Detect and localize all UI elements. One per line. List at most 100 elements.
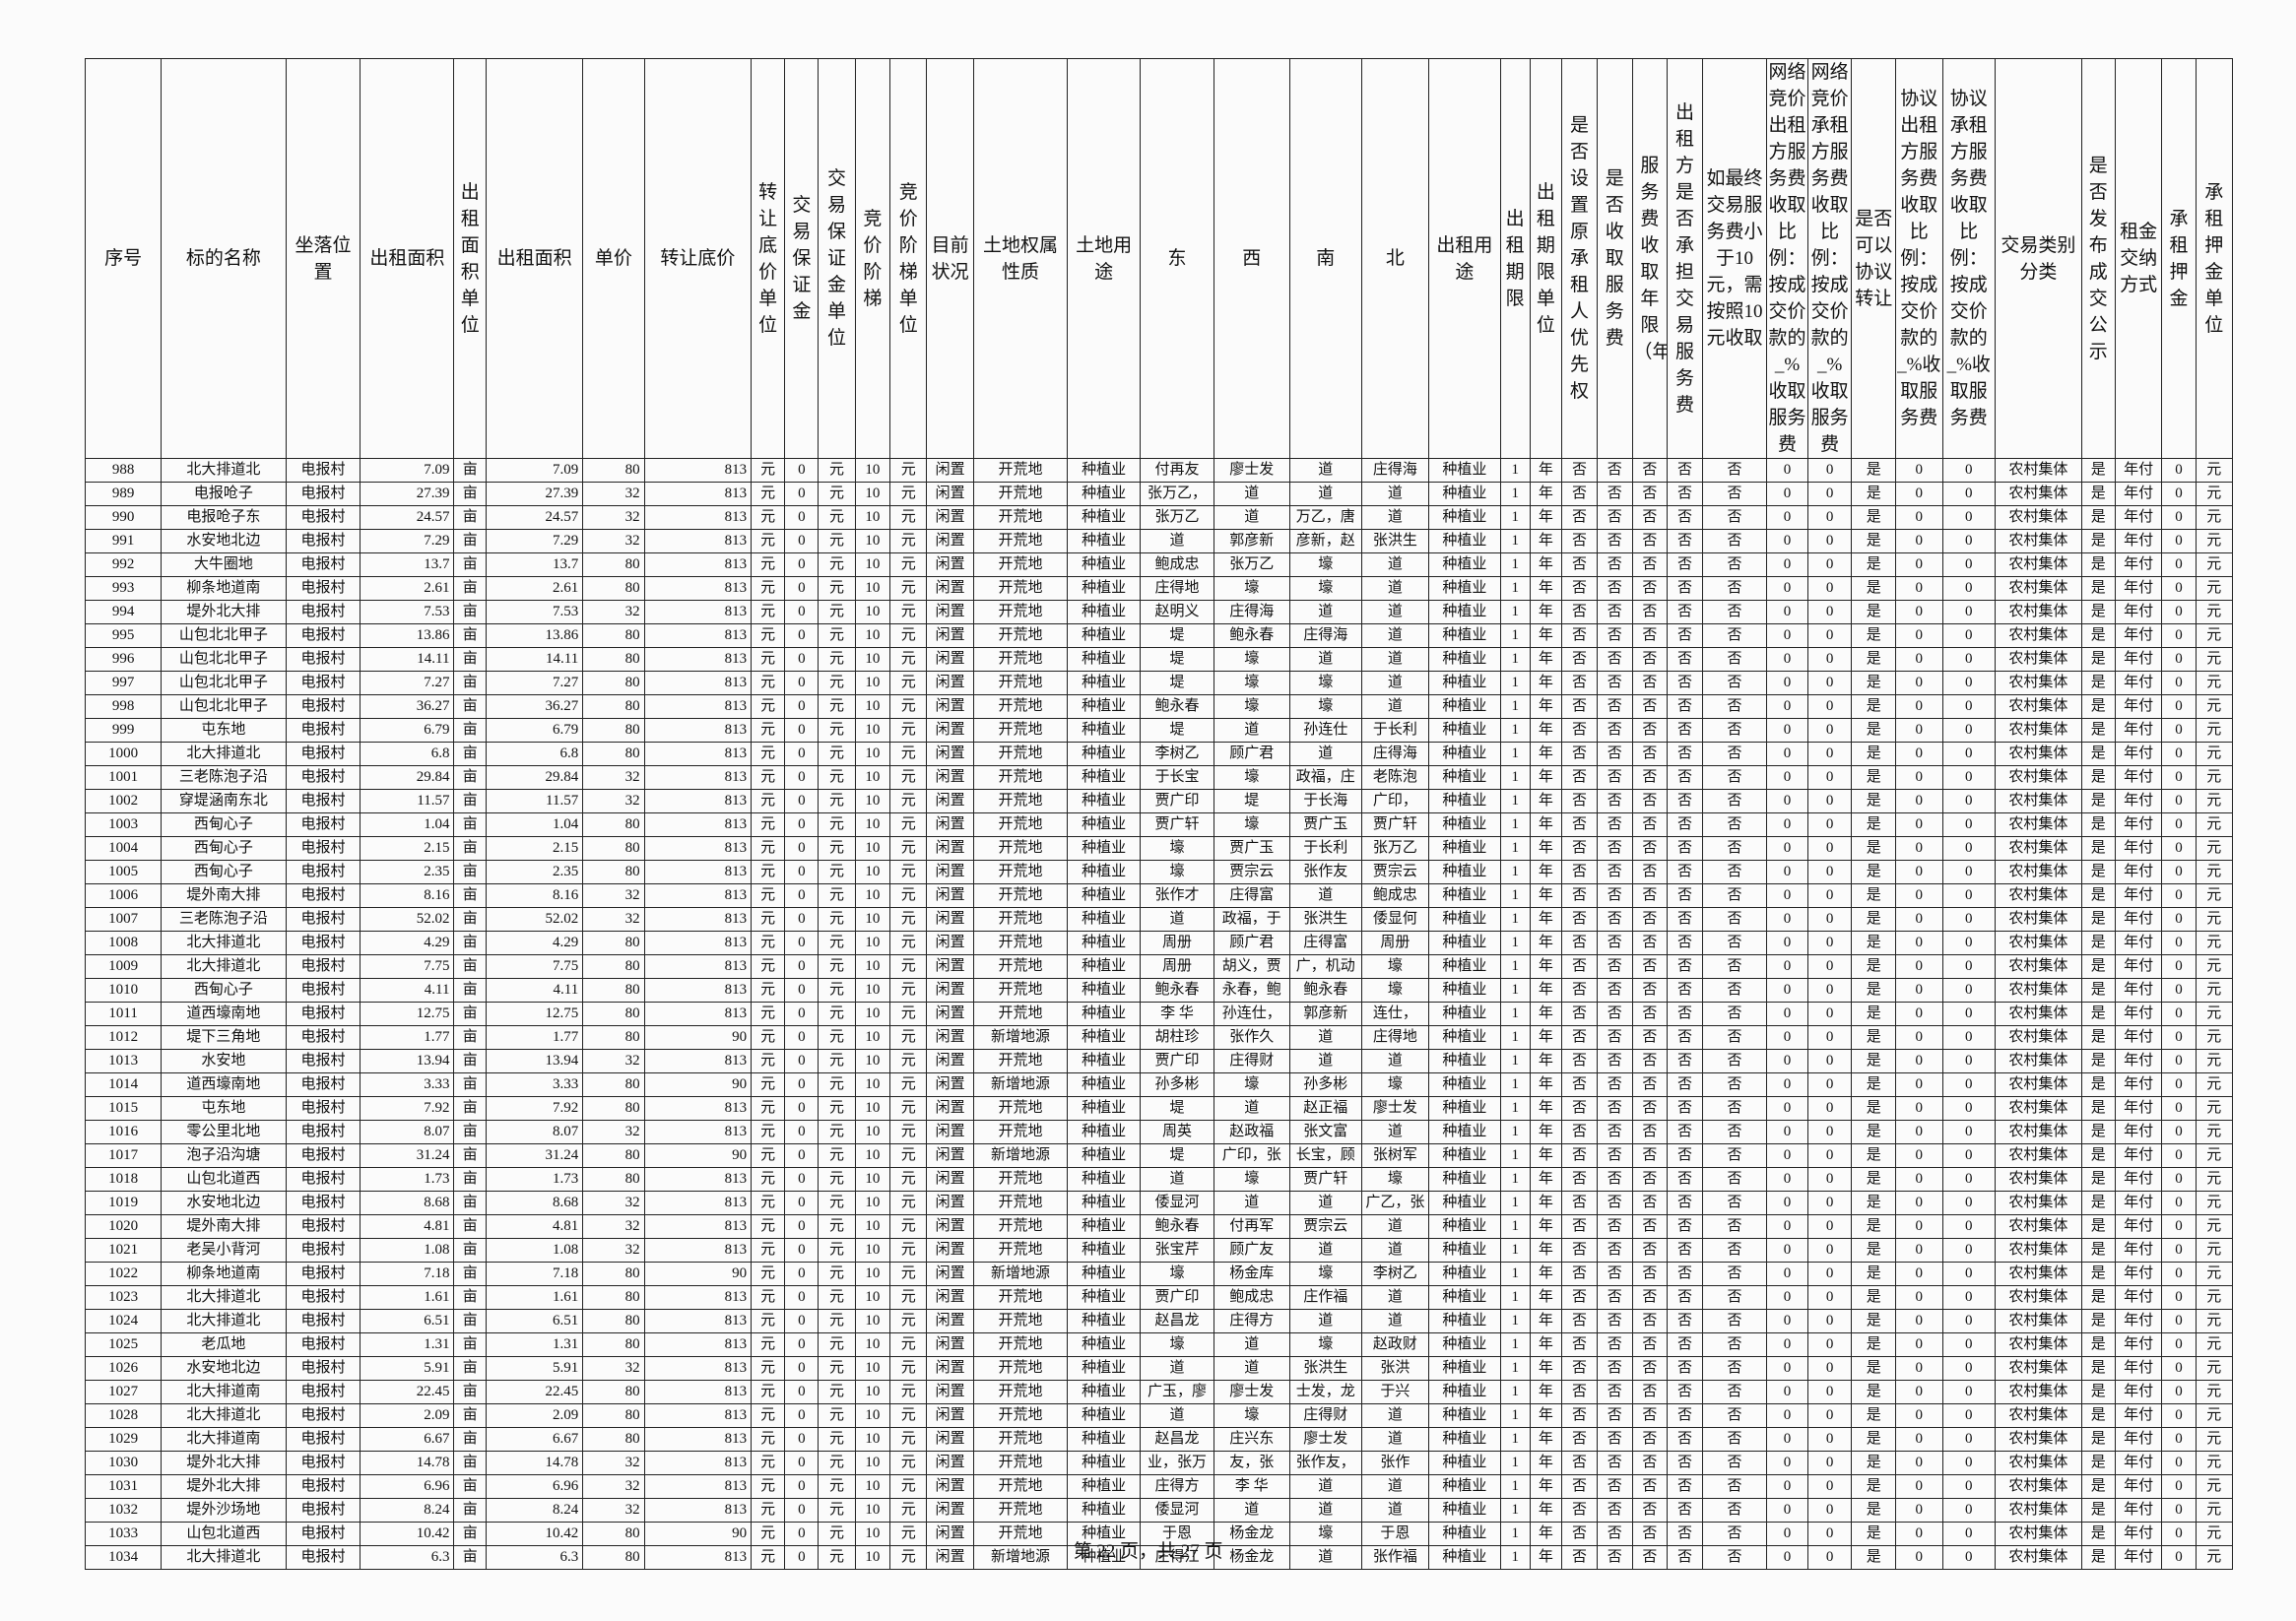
table-cell: 0	[1941, 954, 1997, 979]
table-cell: 壕	[1140, 836, 1214, 861]
table-cell: 电报呛子	[161, 482, 287, 506]
table-cell: 年付	[2114, 1120, 2163, 1144]
table-cell: 1009	[84, 954, 163, 979]
table-cell: 1025	[84, 1332, 163, 1357]
table-cell: 否	[1561, 1427, 1598, 1452]
table-cell: 闲置	[926, 600, 974, 624]
table-cell: 0	[1806, 600, 1853, 624]
table-cell: 0	[784, 1285, 820, 1310]
table-cell: 道	[1360, 1474, 1430, 1499]
table-cell: 否	[1561, 789, 1598, 813]
table-cell: 年付	[2114, 954, 2163, 979]
table-cell: 否	[1561, 1096, 1598, 1121]
table-cell: 否	[1596, 1191, 1633, 1215]
table-cell: 0	[784, 1025, 820, 1050]
table-cell: 0	[1806, 812, 1853, 837]
table-cell: 1	[1499, 1522, 1531, 1546]
table-cell: 0	[1941, 1072, 1997, 1097]
table-cell: 0	[2161, 600, 2197, 624]
table-cell: 是	[1851, 1356, 1896, 1381]
table-cell: 元	[818, 1403, 856, 1428]
table-cell: 元	[751, 1096, 786, 1121]
table-cell: 否	[1561, 1120, 1598, 1144]
table-cell: 0	[784, 931, 820, 955]
table-cell: 是	[1851, 647, 1896, 672]
column-header: 出租面积单位	[453, 58, 488, 459]
table-cell: 997	[84, 671, 163, 695]
table-cell: 是	[1851, 1474, 1896, 1499]
table-cell: 80	[582, 978, 645, 1003]
table-cell: 元	[818, 1356, 856, 1381]
table-cell: 壕	[1360, 954, 1430, 979]
table-cell: 1	[1499, 1120, 1531, 1144]
table-cell: 年	[1529, 836, 1563, 861]
table-cell: 堤外北大排	[161, 600, 287, 624]
table-cell: 否	[1667, 1214, 1703, 1239]
table-cell: 种植业	[1066, 1002, 1142, 1026]
table-cell: 0	[1766, 1072, 1808, 1097]
table-cell: 闲置	[926, 883, 974, 908]
table-cell: 是	[2080, 505, 2116, 530]
table-cell: 0	[1894, 1545, 1943, 1570]
table-cell: 6.3	[486, 1545, 584, 1570]
table-cell: 农村集体	[1995, 552, 2082, 577]
table-cell: 0	[1806, 1049, 1853, 1073]
table-cell: 否	[1701, 907, 1768, 932]
table-cell: 种植业	[1066, 1356, 1142, 1381]
table-cell: 否	[1667, 623, 1703, 648]
table-cell: 是	[2080, 1238, 2116, 1263]
table-cell: 否	[1596, 623, 1633, 648]
column-header: 单价	[582, 58, 645, 459]
table-cell: 开荒地	[972, 1309, 1069, 1333]
table-cell: 0	[1766, 505, 1808, 530]
table-cell: 屯东地	[161, 718, 287, 743]
table-cell: 是	[1851, 1262, 1896, 1286]
table-cell: 80	[582, 576, 645, 601]
table-cell: 年付	[2114, 1214, 2163, 1239]
table-cell: 0	[1894, 954, 1943, 979]
table-cell: 李树乙	[1360, 1262, 1430, 1286]
table-cell: 种植业	[1066, 1498, 1142, 1523]
table-cell: 种植业	[1066, 1143, 1142, 1168]
table-cell: 亩	[453, 789, 488, 813]
table-cell: 年付	[2114, 694, 2163, 719]
table-cell: 否	[1701, 1380, 1768, 1404]
table-cell: 813	[643, 458, 753, 483]
table-cell: 是	[1851, 1002, 1896, 1026]
table-cell: 种植业	[1428, 860, 1501, 884]
table-cell: 是	[1851, 954, 1896, 979]
table-cell: 亩	[453, 1451, 488, 1475]
table-cell: 否	[1701, 1498, 1768, 1523]
table-cell: 0	[1806, 860, 1853, 884]
table-cell: 亩	[453, 482, 488, 506]
table-cell: 否	[1631, 576, 1669, 601]
table-cell: 元	[751, 1403, 786, 1428]
table-cell: 年付	[2114, 718, 2163, 743]
table-cell: 是	[1851, 978, 1896, 1003]
table-cell: 农村集体	[1995, 1120, 2082, 1144]
table-cell: 元	[751, 1380, 786, 1404]
table-cell: 道	[1360, 482, 1430, 506]
table-cell: 0	[1806, 742, 1853, 766]
table-cell: 年付	[2114, 671, 2163, 695]
table-cell: 10	[854, 694, 891, 719]
table-cell: 否	[1701, 1096, 1768, 1121]
table-cell: 813	[643, 1002, 753, 1026]
table-cell: 1	[1499, 694, 1531, 719]
table-cell: 813	[643, 883, 753, 908]
table-cell: 32	[582, 1238, 645, 1263]
table-cell: 否	[1631, 1262, 1669, 1286]
table-cell: 元	[751, 718, 786, 743]
table-cell: 否	[1561, 1025, 1598, 1050]
table-row: 1025 老瓜地 电报村 1.31 亩 1.31 80 813 元 0 元 10 元闲置 开荒地 种植业壕道…	[84, 1332, 2234, 1357]
table-cell: 否	[1701, 812, 1768, 837]
table-cell: 元	[2195, 576, 2234, 601]
table-cell: 种植业	[1428, 623, 1501, 648]
table-cell: 是	[1851, 1096, 1896, 1121]
table-cell: 亩	[453, 1120, 488, 1144]
table-cell: 否	[1561, 1522, 1598, 1546]
table-cell: 1.31	[486, 1332, 584, 1357]
data-table: 序号 标的名称 坐落位置 出租面积 出租面积单位 出租面积 单价 转让底价 转让底价单位 交易保证…	[84, 58, 2234, 1570]
table-cell: 否	[1667, 576, 1703, 601]
table-cell: 西甸心子	[161, 836, 287, 861]
